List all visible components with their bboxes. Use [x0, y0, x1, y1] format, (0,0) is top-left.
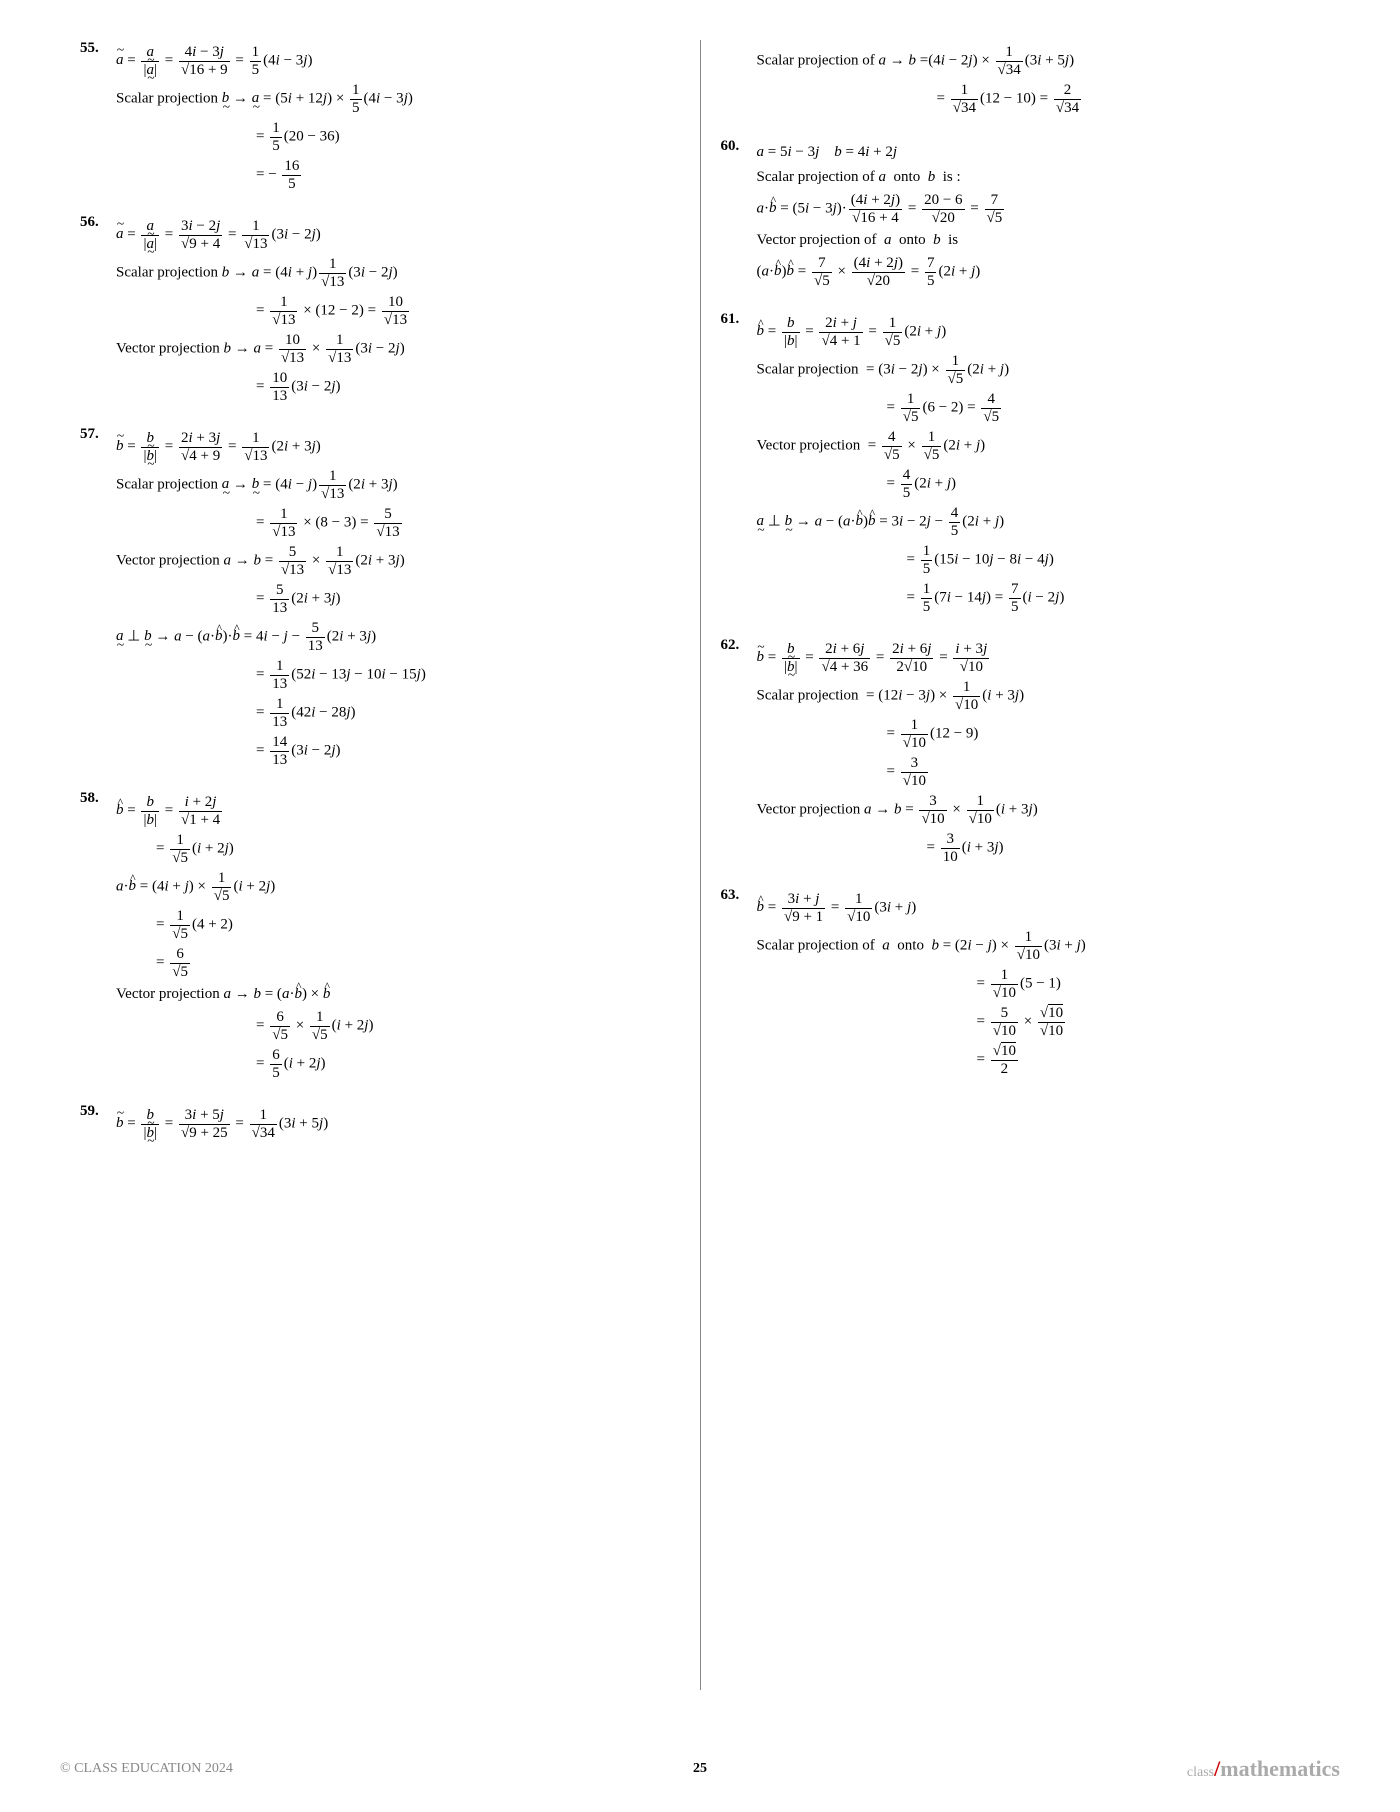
problem-59-cont: Scalar projection of a → b =(4i − 2j) × … [721, 40, 1321, 120]
eq-line: Scalar projection a → b = (4i − j)1√13(2… [116, 468, 680, 502]
left-column: 55. a = a|a| = 4i − 3j√16 + 9 = 15(4i − … [60, 40, 701, 1690]
eq-line: = 1√5(6 − 2) = 4√5 [757, 391, 1321, 425]
eq-line: = 6√5 [116, 946, 680, 980]
eq-line: = 3√10 [757, 755, 1321, 789]
eq-line: = 1√34(12 − 10) = 2√34 [757, 82, 1321, 116]
eq-line: Vector projection a → b = 3√10 × 1√10(i … [757, 793, 1321, 827]
eq-line: Vector projection a → b = 5√13 × 1√13(2i… [116, 544, 680, 578]
eq-line: a·b = (5i − 3j)·(4i + 2j)√16 + 4 = 20 − … [757, 192, 1321, 226]
problem-55: 55. a = a|a| = 4i − 3j√16 + 9 = 15(4i − … [80, 40, 680, 196]
problem-60: 60. a = 5i − 3j b = 4i + 2j Scalar proje… [721, 138, 1321, 293]
eq-line: a ⊥ b → a − (a·b)b = 3i − 2j − 45(2i + j… [757, 505, 1321, 539]
eq-line: = 1013(3i − 2j) [116, 370, 680, 404]
eq-line: = 113(52i − 13j − 10i − 15j) [116, 658, 680, 692]
problem-57: 57. b = b|b| = 2i + 3j√4 + 9 = 1√13(2i +… [80, 426, 680, 772]
logo: class/mathematics [1187, 1756, 1340, 1782]
eq-line: Vector projection of a onto b is [757, 230, 1321, 251]
eq-line: = 310(i + 3j) [757, 831, 1321, 865]
eq-line: = 1√5(4 + 2) [116, 908, 680, 942]
eq-line: = 1√5(i + 2j) [116, 832, 680, 866]
copyright: © CLASS EDUCATION 2024 [60, 1761, 233, 1777]
logo-main: mathematics [1220, 1756, 1340, 1781]
problem-body: b = b|b| = 2i + 6j√4 + 36 = 2i + 6j2√10 … [757, 637, 1321, 869]
problem-body: b = b|b| = 2i + j√4 + 1 = 1√5(2i + j) Sc… [757, 311, 1321, 619]
eq-line: b = b|b| = 3i + 5j√9 + 25 = 1√34(3i + 5j… [116, 1107, 680, 1141]
problem-body: a = 5i − 3j b = 4i + 2j Scalar projectio… [757, 138, 1321, 293]
eq-line: Scalar projection of a onto b is : [757, 167, 1321, 188]
eq-line: Scalar projection b → a = (4i + j)1√13(3… [116, 256, 680, 290]
eq-line: Scalar projection of a onto b = (2i − j)… [757, 929, 1321, 963]
problem-body: b = b|b| = 2i + 3j√4 + 9 = 1√13(2i + 3j)… [116, 426, 680, 772]
problem-number: 60. [721, 138, 757, 155]
eq-line: b = b|b| = 2i + 6j√4 + 36 = 2i + 6j2√10 … [757, 641, 1321, 675]
problem-59: 59. b = b|b| = 3i + 5j√9 + 25 = 1√34(3i … [80, 1103, 680, 1145]
problem-number: 58. [80, 790, 116, 807]
eq-line: Scalar projection of a → b =(4i − 2j) × … [757, 44, 1321, 78]
problem-62: 62. b = b|b| = 2i + 6j√4 + 36 = 2i + 6j2… [721, 637, 1321, 869]
eq-line: Vector projection a → b = (a·b) × b [116, 984, 680, 1005]
eq-line: b = b|b| = 2i + 3j√4 + 9 = 1√13(2i + 3j) [116, 430, 680, 464]
problem-56: 56. a = a|a| = 3i − 2j√9 + 4 = 1√13(3i −… [80, 214, 680, 408]
footer: © CLASS EDUCATION 2024 25 class/mathemat… [60, 1756, 1340, 1782]
eq-line: a = 5i − 3j b = 4i + 2j [757, 142, 1321, 163]
columns: 55. a = a|a| = 4i − 3j√16 + 9 = 15(4i − … [60, 40, 1340, 1690]
eq-line: = √102 [757, 1043, 1321, 1077]
problem-body: Scalar projection of a → b =(4i − 2j) × … [757, 40, 1321, 120]
problem-61: 61. b = b|b| = 2i + j√4 + 1 = 1√5(2i + j… [721, 311, 1321, 619]
eq-line: Vector projection = 4√5 × 1√5(2i + j) [757, 429, 1321, 463]
eq-line: Scalar projection b → a = (5i + 12j) × 1… [116, 82, 680, 116]
eq-line: = 113(42i − 28j) [116, 696, 680, 730]
eq-line: = 1√10(12 − 9) [757, 717, 1321, 751]
eq-line: = 1√13 × (8 − 3) = 5√13 [116, 506, 680, 540]
right-column: Scalar projection of a → b =(4i − 2j) × … [701, 40, 1341, 1690]
problem-58: 58. b = b|b| = i + 2j√1 + 4 = 1√5(i + 2j… [80, 790, 680, 1085]
eq-line: = 1√10(5 − 1) [757, 967, 1321, 1001]
page: 55. a = a|a| = 4i − 3j√16 + 9 = 15(4i − … [0, 0, 1400, 1812]
problem-body: a = a|a| = 4i − 3j√16 + 9 = 15(4i − 3j) … [116, 40, 680, 196]
problem-number: 62. [721, 637, 757, 654]
eq-line: = 513(2i + 3j) [116, 582, 680, 616]
eq-line: = 45(2i + j) [757, 467, 1321, 501]
eq-line: a = a|a| = 4i − 3j√16 + 9 = 15(4i − 3j) [116, 44, 680, 78]
eq-line: = 6√5 × 1√5(i + 2j) [116, 1009, 680, 1043]
eq-line: Scalar projection = (12i − 3j) × 1√10(i … [757, 679, 1321, 713]
problem-body: b = 3i + j√9 + 1 = 1√10(3i + j) Scalar p… [757, 887, 1321, 1081]
logo-prefix: class [1187, 1765, 1214, 1780]
eq-line: b = 3i + j√9 + 1 = 1√10(3i + j) [757, 891, 1321, 925]
eq-line: = 65(i + 2j) [116, 1047, 680, 1081]
problem-number: 63. [721, 887, 757, 904]
eq-line: = 1413(3i − 2j) [116, 734, 680, 768]
problem-number: 56. [80, 214, 116, 231]
eq-line: = − 165 [116, 158, 680, 192]
eq-line: Scalar projection = (3i − 2j) × 1√5(2i +… [757, 353, 1321, 387]
problem-body: b = b|b| = i + 2j√1 + 4 = 1√5(i + 2j) a·… [116, 790, 680, 1085]
eq-line: = 1√13 × (12 − 2) = 10√13 [116, 294, 680, 328]
problem-63: 63. b = 3i + j√9 + 1 = 1√10(3i + j) Scal… [721, 887, 1321, 1081]
eq-line: (a·b)b = 7√5 × (4i + 2j)√20 = 75(2i + j) [757, 255, 1321, 289]
eq-line: = 15(7i − 14j) = 75(i − 2j) [757, 581, 1321, 615]
eq-line: Vector projection b → a = 10√13 × 1√13(3… [116, 332, 680, 366]
eq-line: = 15(15i − 10j − 8i − 4j) [757, 543, 1321, 577]
problem-number: 55. [80, 40, 116, 57]
eq-line: a ⊥ b → a − (a·b)·b = 4i − j − 513(2i + … [116, 620, 680, 654]
eq-line: a = a|a| = 3i − 2j√9 + 4 = 1√13(3i − 2j) [116, 218, 680, 252]
problem-number: 57. [80, 426, 116, 443]
problem-body: a = a|a| = 3i − 2j√9 + 4 = 1√13(3i − 2j)… [116, 214, 680, 408]
problem-number: 59. [80, 1103, 116, 1120]
eq-line: b = b|b| = i + 2j√1 + 4 [116, 794, 680, 828]
problem-body: b = b|b| = 3i + 5j√9 + 25 = 1√34(3i + 5j… [116, 1103, 680, 1145]
eq-line: b = b|b| = 2i + j√4 + 1 = 1√5(2i + j) [757, 315, 1321, 349]
eq-line: = 15(20 − 36) [116, 120, 680, 154]
eq-line: a·b = (4i + j) × 1√5(i + 2j) [116, 870, 680, 904]
eq-line: = 5√10 × √10√10 [757, 1005, 1321, 1039]
page-number: 25 [693, 1761, 707, 1777]
problem-number: 61. [721, 311, 757, 328]
